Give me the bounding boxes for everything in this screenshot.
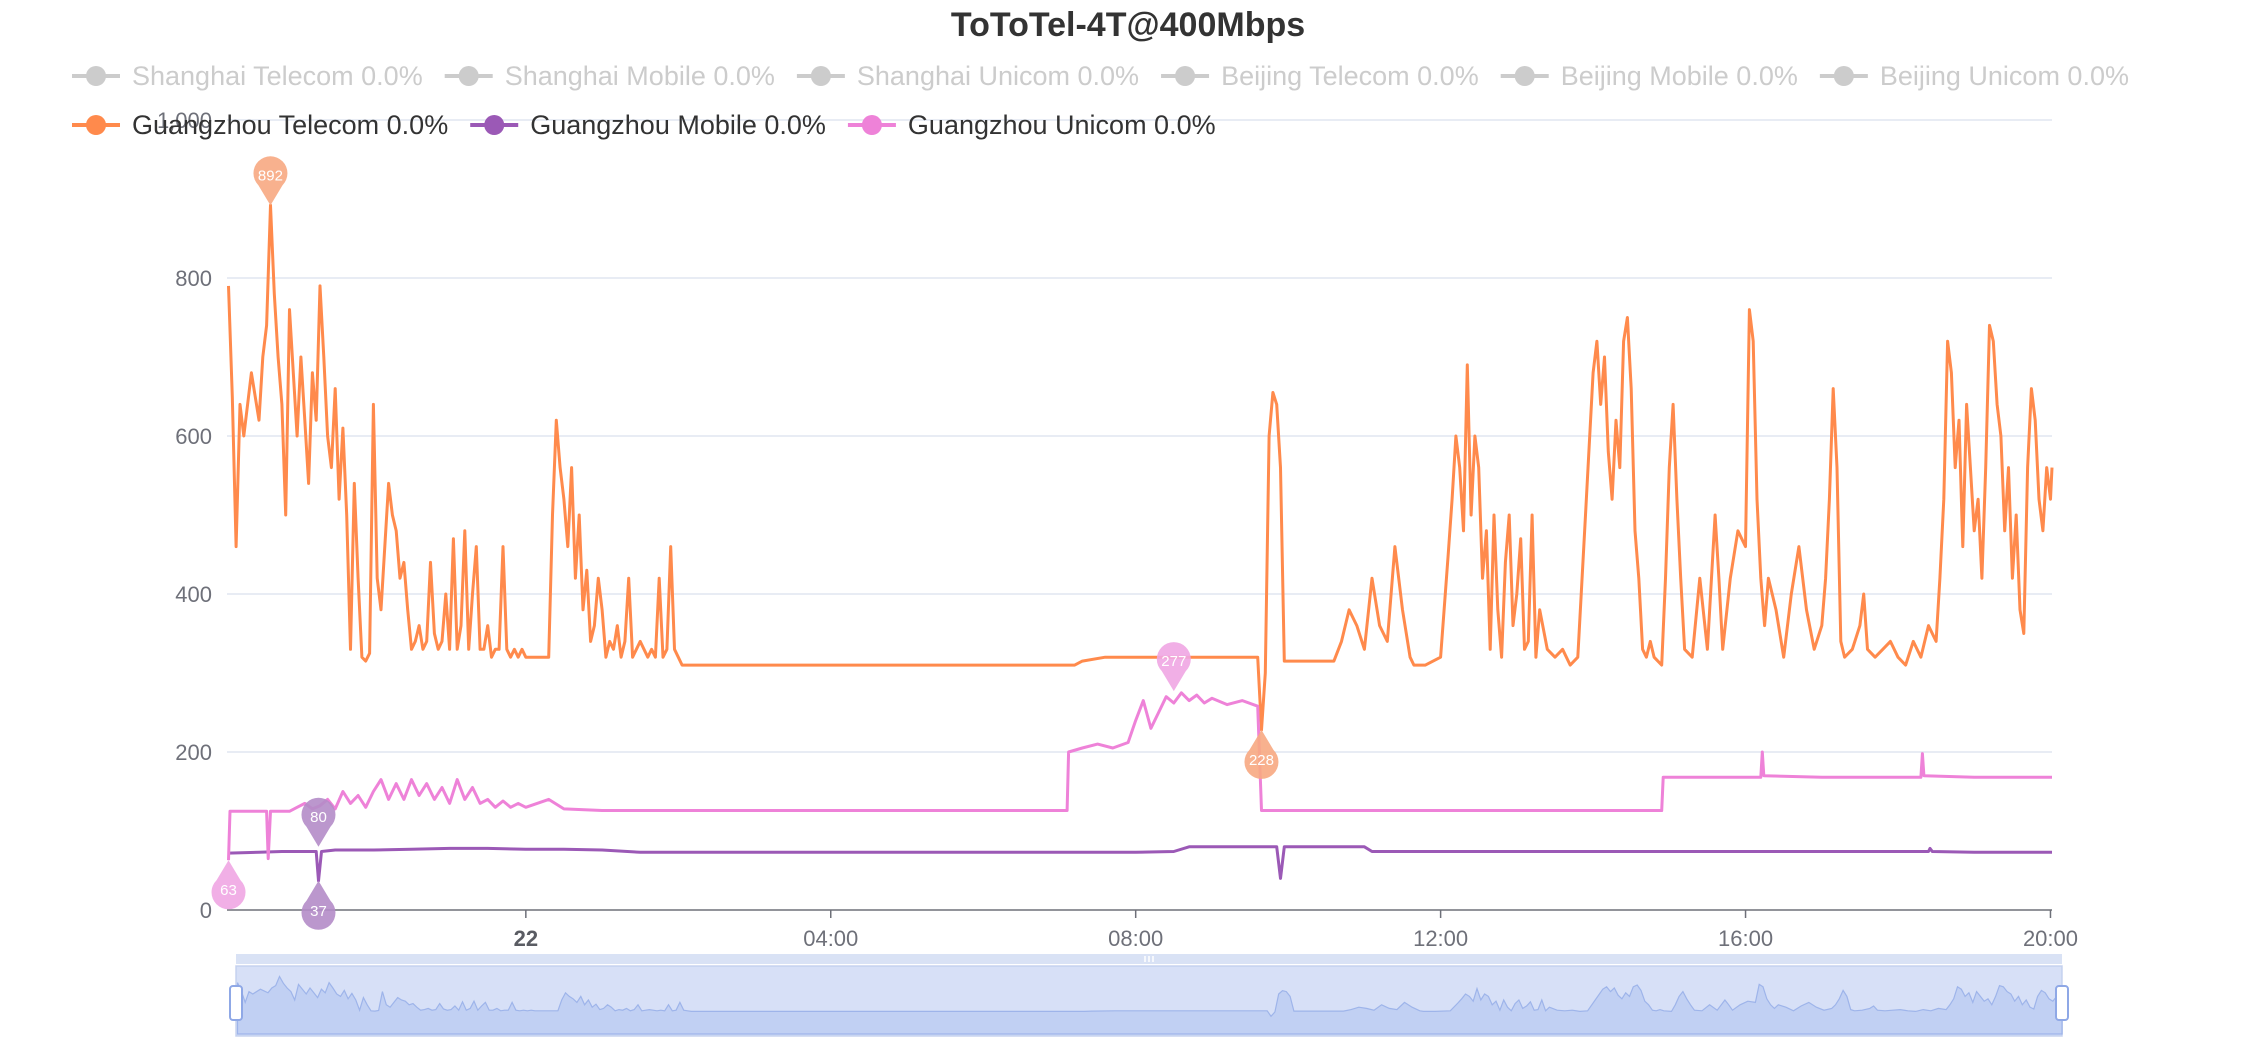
y-tick-label: 1,000 [157, 108, 212, 133]
zoom-preview-area [236, 975, 2063, 1035]
legend-dot-icon [1175, 66, 1196, 86]
legend-dot-icon [861, 115, 882, 135]
y-tick-label: 600 [175, 424, 212, 449]
y-tick-label: 200 [175, 740, 212, 765]
zoom-handle-left[interactable] [229, 985, 243, 1021]
marker-pin: 277 [1156, 642, 1191, 692]
legend-dot-icon [1514, 66, 1535, 86]
legend-item[interactable]: Shanghai Telecom 0.0% [72, 61, 423, 91]
marker-shape [253, 156, 288, 206]
legend-dot-icon [1833, 66, 1854, 86]
marker-shape [1156, 642, 1191, 692]
x-tick-label: 20:00 [2023, 926, 2078, 951]
data-zoom-slider[interactable] [229, 954, 2069, 1037]
legend-label: Shanghai Mobile 0.0% [505, 61, 775, 91]
legend-item[interactable]: Shanghai Unicom 0.0% [796, 61, 1139, 91]
marker-pin: 63 [211, 860, 246, 910]
legend-item[interactable]: Beijing Telecom 0.0% [1161, 61, 1479, 91]
x-tick-label: 12:00 [1413, 926, 1468, 951]
legend-item[interactable]: Beijing Mobile 0.0% [1500, 61, 1798, 91]
marker-shape [211, 860, 246, 910]
legend-item[interactable]: Guangzhou Mobile 0.0% [470, 110, 826, 140]
marker-pin: 228 [1244, 729, 1279, 779]
marker-label: 63 [220, 882, 237, 899]
y-tick-label: 400 [175, 582, 212, 607]
legend-label: Beijing Telecom 0.0% [1221, 61, 1479, 91]
legend-dot-icon [810, 66, 831, 86]
legend-dot-icon [458, 66, 479, 86]
legend-label: Guangzhou Telecom 0.0% [132, 110, 448, 140]
x-axis: 22 04:00 08:00 12:00 16:00 20:00 [227, 909, 2078, 951]
chart-title: ToToTel-4T@400Mbps [951, 6, 1305, 44]
legend-dot-icon [86, 115, 106, 135]
series-lines [227, 203, 2054, 883]
x-tick-label: 22 [514, 926, 538, 951]
legend-item[interactable]: Guangzhou Unicom 0.0% [847, 110, 1216, 140]
legend-dot-icon [86, 66, 106, 86]
legend: Shanghai Telecom 0.0% Shanghai Mobile 0.0… [72, 61, 2129, 140]
legend-dot-icon [484, 115, 505, 135]
marker-label: 228 [1249, 752, 1274, 769]
legend-label: Guangzhou Mobile 0.0% [530, 110, 826, 140]
x-tick-label: 16:00 [1718, 926, 1773, 951]
legend-item[interactable]: Shanghai Mobile 0.0% [444, 61, 775, 91]
y-tick-label: 800 [175, 266, 212, 291]
marker-shape [301, 797, 336, 847]
marker-shape [1244, 729, 1279, 779]
legend-label: Shanghai Telecom 0.0% [132, 61, 423, 91]
series-line-guangzhou-telecom [227, 203, 2054, 732]
legend-item[interactable]: Beijing Unicom 0.0% [1819, 61, 2129, 91]
x-tick-label: 04:00 [803, 926, 858, 951]
legend-label: Shanghai Unicom 0.0% [857, 61, 1139, 91]
y-axis: 0 200 400 600 800 1,000 [157, 108, 212, 923]
marker-pin: 80 [301, 797, 336, 847]
y-tick-label: 0 [200, 898, 212, 923]
marker-label: 892 [258, 167, 283, 184]
marker-label: 37 [310, 903, 327, 920]
zoom-selection[interactable] [236, 966, 2062, 1036]
marker-pin: 37 [301, 880, 336, 930]
marker-label: 80 [310, 809, 327, 826]
marker-label: 277 [1161, 653, 1186, 670]
legend-label: Beijing Unicom 0.0% [1880, 61, 2129, 91]
marker-pin: 892 [253, 156, 288, 206]
series-line-guangzhou-mobile [228, 845, 2052, 883]
markers: 892 277 228 80 37 63 [211, 156, 1279, 930]
legend-label: Beijing Mobile 0.0% [1561, 61, 1798, 91]
zoom-handle-right[interactable] [2055, 985, 2069, 1021]
grid-lines [227, 119, 2052, 753]
legend-item[interactable]: Guangzhou Telecom 0.0% [72, 110, 448, 140]
marker-shape [301, 880, 336, 930]
legend-label: Guangzhou Unicom 0.0% [908, 110, 1216, 140]
series-line-guangzhou-unicom [227, 691, 2052, 861]
x-tick-label: 08:00 [1108, 926, 1163, 951]
